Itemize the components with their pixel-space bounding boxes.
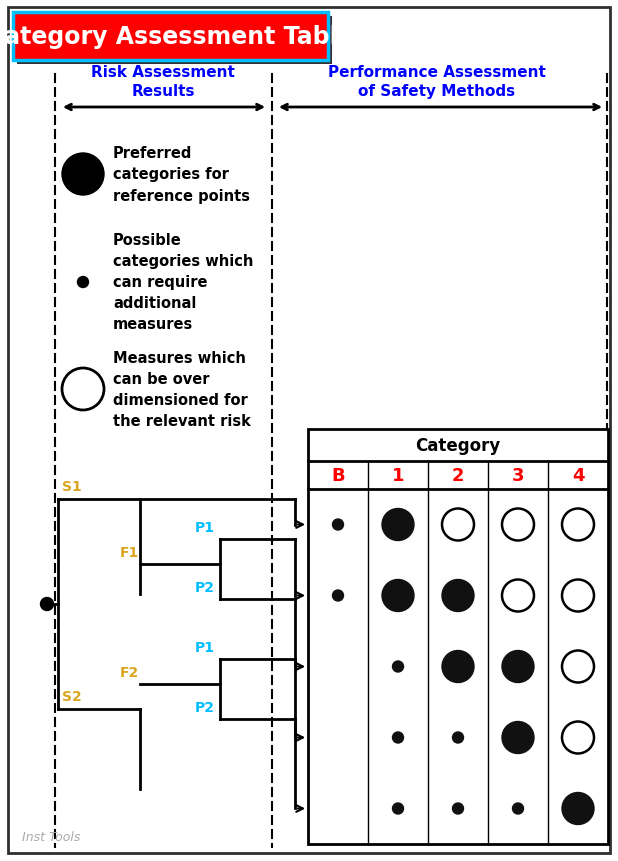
Circle shape — [392, 732, 404, 743]
Text: P1: P1 — [195, 641, 215, 654]
Circle shape — [382, 579, 414, 612]
Text: Performance Assessment
of Safety Methods: Performance Assessment of Safety Methods — [328, 65, 546, 99]
Text: Risk Assessment
Results: Risk Assessment Results — [91, 65, 235, 99]
Circle shape — [442, 579, 474, 612]
Circle shape — [332, 519, 344, 530]
Text: P2: P2 — [195, 580, 215, 594]
Circle shape — [502, 722, 534, 753]
Text: 1: 1 — [392, 467, 404, 485]
Text: 4: 4 — [572, 467, 584, 485]
Text: S1: S1 — [62, 480, 82, 493]
Circle shape — [392, 661, 404, 672]
Circle shape — [512, 803, 523, 814]
Circle shape — [382, 509, 414, 541]
Text: Category: Category — [415, 437, 501, 455]
Circle shape — [452, 732, 464, 743]
Text: B: B — [331, 467, 345, 485]
Text: Preferred
categories for
reference points: Preferred categories for reference point… — [113, 146, 250, 203]
Circle shape — [77, 277, 88, 288]
Text: F1: F1 — [120, 545, 139, 560]
Bar — [308, 430, 608, 844]
Text: Measures which
can be over
dimensioned for
the relevant risk: Measures which can be over dimensioned f… — [113, 350, 251, 429]
Text: 2: 2 — [452, 467, 464, 485]
Bar — [17, 17, 332, 65]
Text: S2: S2 — [62, 689, 82, 703]
Circle shape — [562, 793, 594, 825]
Circle shape — [62, 154, 104, 195]
Text: 3: 3 — [512, 467, 524, 485]
Text: Category Assessment Table: Category Assessment Table — [0, 25, 353, 49]
Circle shape — [452, 803, 464, 814]
Circle shape — [442, 651, 474, 683]
Text: Possible
categories which
can require
additional
measures: Possible categories which can require ad… — [113, 233, 253, 332]
Text: P1: P1 — [195, 520, 215, 535]
Circle shape — [392, 803, 404, 814]
Circle shape — [502, 651, 534, 683]
Bar — [13, 13, 328, 61]
Text: F2: F2 — [120, 666, 139, 679]
Text: P2: P2 — [195, 700, 215, 714]
Circle shape — [332, 591, 344, 601]
Circle shape — [41, 598, 54, 610]
Text: Inst Tools: Inst Tools — [22, 831, 80, 844]
